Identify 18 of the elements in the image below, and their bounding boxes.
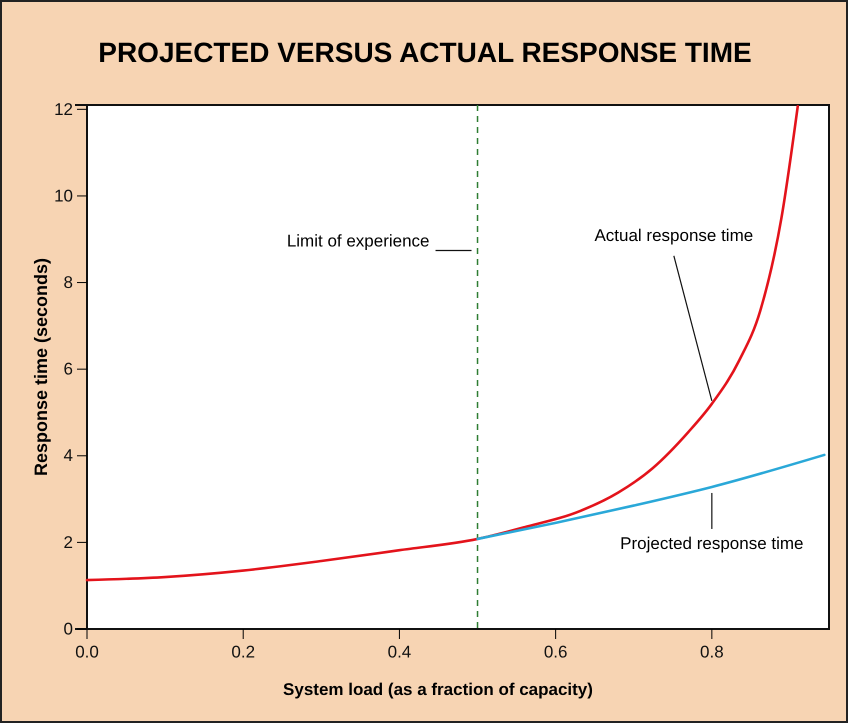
x-tick-label: 0.2 bbox=[231, 642, 256, 662]
x-tick-label: 0.6 bbox=[544, 642, 568, 662]
y-tick-label: 8 bbox=[64, 272, 73, 292]
x-tick-label: 0.0 bbox=[75, 642, 99, 662]
x-tick-label: 0.8 bbox=[700, 642, 724, 662]
ref-line-label: Limit of experience bbox=[286, 231, 430, 250]
series-label: Actual response time bbox=[594, 226, 754, 245]
x-axis-title: System load (as a fraction of capacity) bbox=[283, 680, 593, 699]
x-tick-label: 0.4 bbox=[388, 642, 412, 662]
y-tick-label: 0 bbox=[64, 619, 73, 638]
chart-title: PROJECTED VERSUS ACTUAL RESPONSE TIME bbox=[98, 37, 752, 68]
y-tick-label: 12 bbox=[54, 100, 73, 119]
y-tick-label: 10 bbox=[54, 186, 73, 206]
y-tick-label: 2 bbox=[64, 532, 73, 552]
series-label: Projected response time bbox=[620, 534, 804, 553]
y-axis-title: Response time (seconds) bbox=[31, 258, 51, 476]
y-tick-label: 4 bbox=[64, 446, 73, 466]
y-tick-label: 6 bbox=[64, 360, 73, 379]
